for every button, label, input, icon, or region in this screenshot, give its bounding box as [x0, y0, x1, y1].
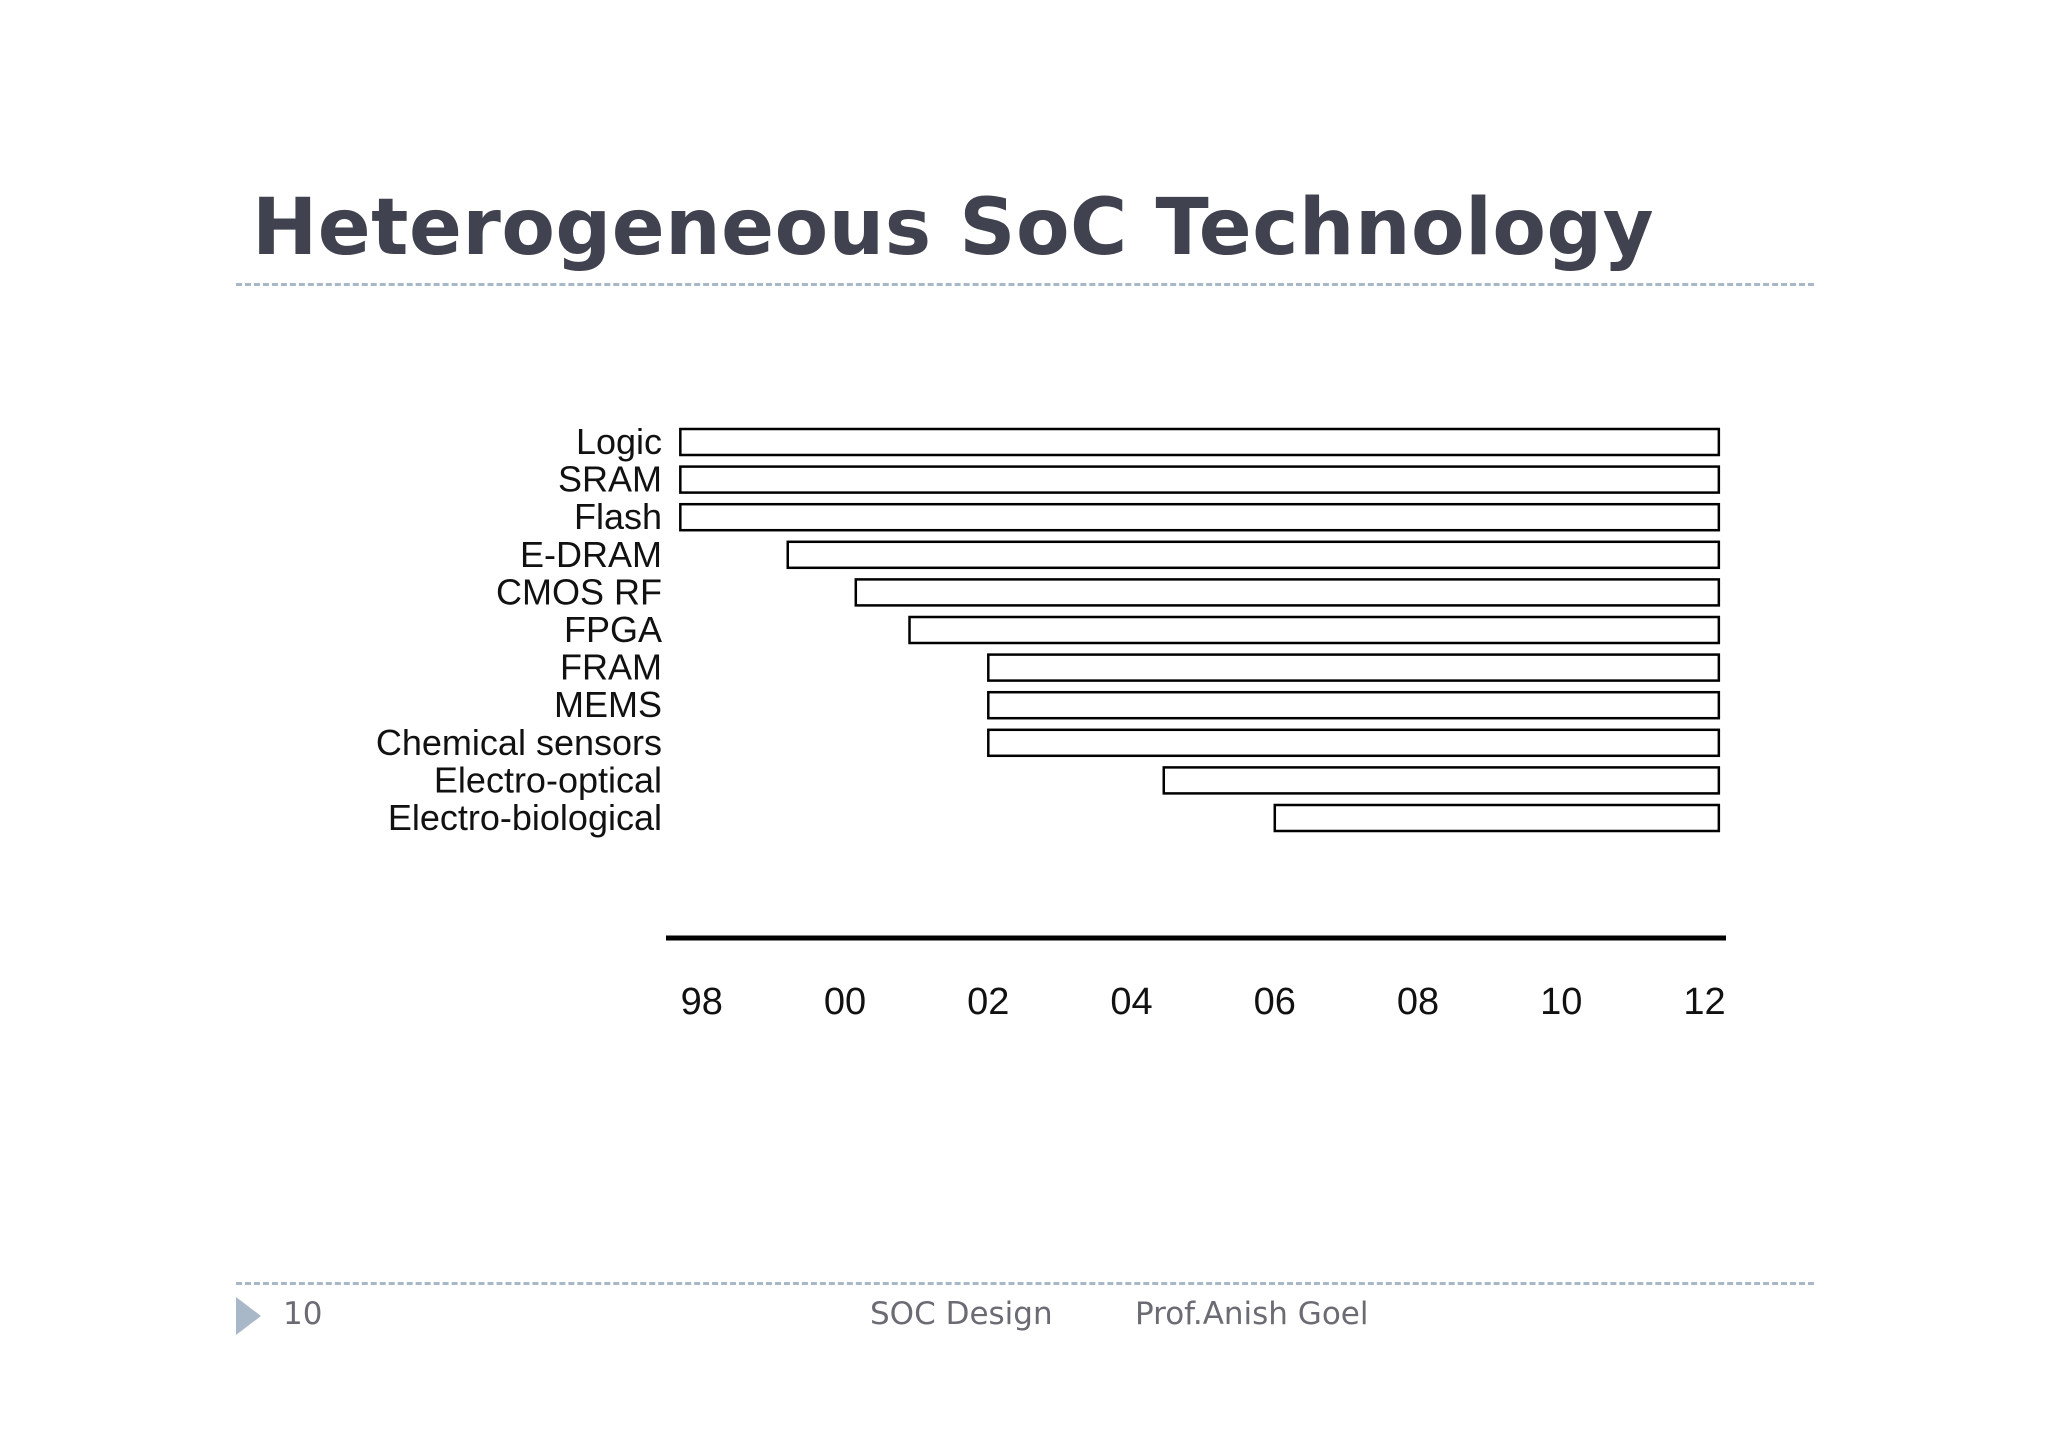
category-label: Flash [574, 496, 662, 537]
bar-sram [679, 465, 1721, 494]
footer-arrow-icon [236, 1297, 261, 1335]
bar-electro-biological [1273, 803, 1721, 833]
x-tick-label: 00 [824, 981, 866, 1023]
category-label: FPGA [564, 609, 662, 650]
category-label: Chemical sensors [376, 722, 662, 763]
x-tick-labels: 98 00 02 04 06 08 10 12 [681, 981, 1726, 1023]
bar-cmos-rf [854, 578, 1721, 607]
category-label: Logic [576, 421, 662, 462]
category-label: CMOS RF [496, 571, 662, 612]
x-tick-label: 08 [1397, 981, 1439, 1023]
x-tick-label: 10 [1540, 981, 1582, 1023]
bar-logic [679, 427, 1721, 457]
footer-divider [236, 1282, 1814, 1285]
category-label: FRAM [560, 647, 662, 688]
x-tick-label: 12 [1683, 981, 1725, 1023]
footer-author: Prof.Anish Goel [1135, 1296, 1369, 1332]
title-divider [236, 283, 1814, 286]
category-label: Electro-optical [434, 759, 662, 800]
x-tick-label: 06 [1254, 981, 1296, 1023]
x-tick-label: 02 [967, 981, 1009, 1023]
slide-title: Heterogeneous SoC Technology [252, 183, 1655, 273]
category-label: E-DRAM [520, 534, 662, 575]
bar-chemical-sensors [987, 728, 1721, 758]
category-label: SRAM [558, 459, 662, 500]
timeline-bars [679, 427, 1721, 833]
bar-electro-optical [1162, 766, 1721, 795]
page-number: 10 [283, 1296, 323, 1332]
bar-fpga [908, 615, 1721, 645]
category-label: Electro-biological [388, 797, 662, 838]
bar-flash [679, 502, 1721, 532]
x-tick-label: 98 [681, 981, 723, 1023]
bar-e-dram [786, 540, 1721, 570]
bar-mems [987, 690, 1721, 720]
x-tick-label: 04 [1110, 981, 1152, 1023]
footer-course: SOC Design [870, 1296, 1053, 1332]
category-label: MEMS [554, 684, 662, 725]
bar-fram [987, 653, 1721, 682]
